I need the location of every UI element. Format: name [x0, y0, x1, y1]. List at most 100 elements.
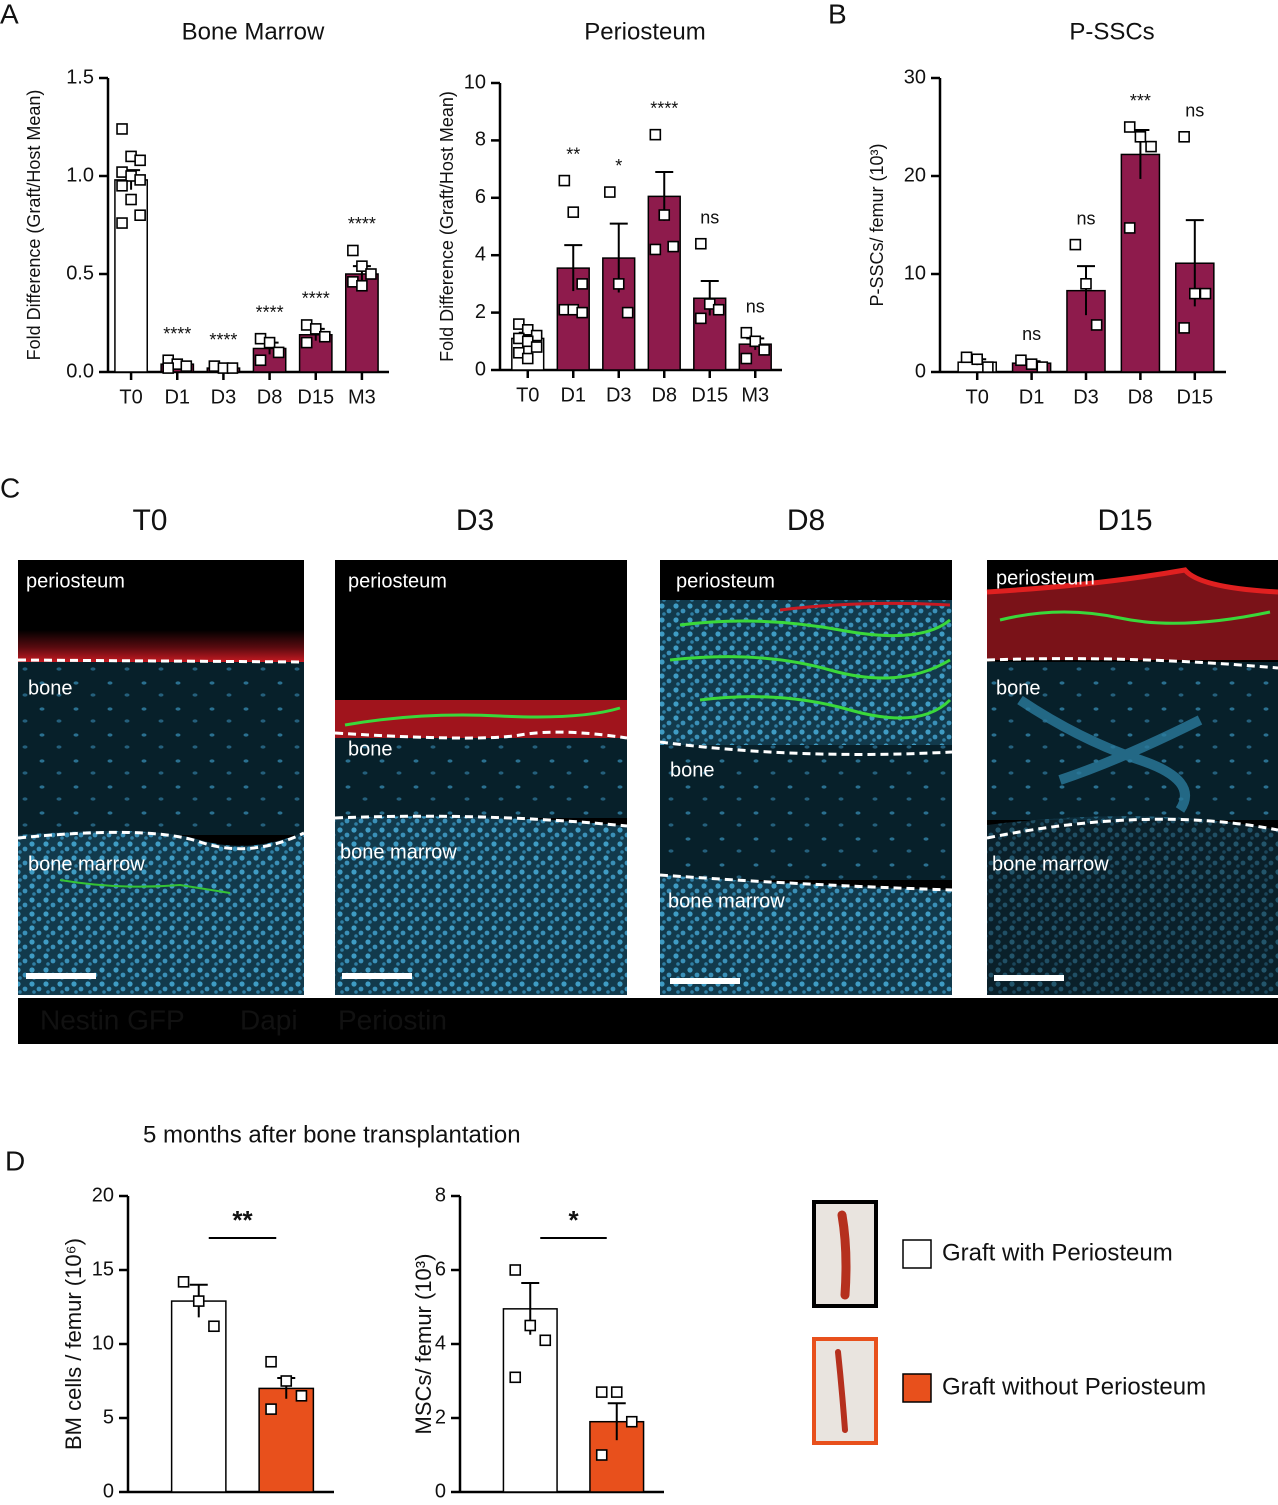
data-point: [208, 1320, 220, 1333]
y-axis-label: P-SSCs/ femur (10³): [867, 143, 887, 306]
y-tick-label: 20: [904, 164, 926, 186]
data-point: [162, 362, 175, 374]
micrograph-title: D3: [456, 504, 494, 537]
data-point: [1189, 287, 1201, 300]
x-tick-label: D3: [211, 386, 237, 408]
data-point: [1015, 354, 1027, 367]
y-tick-label: 0: [475, 358, 486, 380]
chart-title: Bone Marrow: [182, 18, 325, 45]
micrograph-title: D15: [1097, 504, 1152, 537]
x-tick-label: M3: [741, 384, 769, 406]
x-tick-label: T0: [119, 386, 142, 408]
data-point: [1080, 277, 1092, 290]
y-axis-label: Fold Difference (Graft/Host Mean): [24, 90, 44, 361]
data-point: [180, 360, 193, 372]
data-point: [712, 303, 725, 316]
region-label: bone: [996, 677, 1041, 699]
y-axis-label: BM cells / femur (10⁶): [61, 1238, 86, 1450]
x-tick-label: D1: [164, 386, 190, 408]
significance-label: **: [232, 1205, 253, 1235]
significance-label: *: [615, 156, 622, 176]
data-point: [134, 209, 146, 221]
legend-label: Graft without Periosteum: [942, 1373, 1206, 1400]
micrograph-title: T0: [132, 504, 167, 537]
y-axis-label: MSCs/ femur (10³): [411, 1254, 436, 1435]
panel-label: B: [828, 0, 847, 29]
data-point: [116, 217, 128, 229]
y-tick-label: 1.0: [66, 164, 94, 186]
y-tick-label: 4: [435, 1332, 446, 1354]
y-tick-label: 15: [92, 1258, 114, 1280]
data-point: [1199, 287, 1212, 300]
panel-label: A: [0, 0, 19, 29]
y-tick-label: 8: [435, 1184, 446, 1206]
data-point: [649, 128, 662, 141]
section-title: 5 months after bone transplantation: [143, 1121, 521, 1148]
region-label: bone marrow: [668, 890, 785, 912]
data-point: [1090, 319, 1103, 331]
region-label: bone marrow: [340, 841, 457, 863]
data-point: [982, 361, 994, 373]
data-point: [1069, 238, 1082, 251]
y-tick-label: 10: [92, 1332, 114, 1354]
data-point: [134, 154, 146, 167]
y-tick-label: 10: [464, 71, 486, 93]
data-point: [300, 336, 313, 349]
x-tick-label: M3: [348, 386, 376, 408]
panel-label: D: [5, 1145, 25, 1176]
x-tick-label: D15: [297, 386, 334, 408]
data-point: [356, 260, 368, 272]
significance-label: ****: [209, 330, 237, 350]
chart-title: Periosteum: [584, 18, 705, 45]
data-point: [134, 174, 146, 186]
y-tick-label: 2: [435, 1406, 446, 1428]
data-point: [365, 268, 377, 280]
y-axis-label: Fold Difference (Graft/Host Mean): [437, 91, 457, 362]
y-tick-label: 30: [904, 66, 926, 88]
bar: [114, 179, 148, 373]
micrograph-d15: periosteum bone bone marrow: [986, 560, 1278, 995]
significance-label: ns: [1185, 101, 1204, 121]
data-point: [125, 193, 137, 206]
region-label: bone marrow: [28, 853, 145, 875]
stain-legend-bar: [18, 998, 1278, 1044]
y-tick-label: 8: [475, 129, 486, 151]
bar: [1120, 153, 1161, 373]
significance-label: ****: [348, 214, 376, 234]
significance-label: ****: [302, 289, 330, 309]
y-tick-label: 0: [435, 1480, 446, 1500]
data-point: [295, 1390, 308, 1402]
legend-swatch: [902, 1373, 932, 1403]
data-point: [1178, 131, 1190, 143]
data-point: [749, 335, 762, 348]
x-tick-label: D8: [1128, 386, 1154, 408]
micrograph-d3: periosteum bone bone marrow: [334, 560, 628, 995]
y-tick-label: 5: [103, 1406, 114, 1428]
data-point: [595, 1386, 608, 1398]
data-point: [576, 306, 588, 319]
data-point: [758, 344, 770, 356]
significance-label: ns: [746, 296, 765, 316]
legend-label: Graft with Periosteum: [942, 1239, 1173, 1266]
data-point: [280, 1375, 293, 1387]
significance-label: ****: [650, 98, 678, 118]
data-point: [254, 354, 267, 367]
data-point: [347, 244, 359, 257]
x-tick-label: D8: [651, 384, 677, 406]
x-tick-label: D15: [691, 384, 728, 406]
data-point: [177, 1276, 190, 1288]
data-point: [1025, 358, 1038, 370]
stain-legend-item: Nestin GFP: [40, 1004, 185, 1035]
x-tick-label: T0: [516, 384, 539, 406]
region-label: bone: [348, 738, 393, 760]
data-point: [272, 346, 285, 359]
data-point: [960, 351, 973, 364]
data-point: [567, 206, 580, 218]
data-point: [740, 326, 753, 339]
data-point: [558, 174, 571, 187]
data-point: [1123, 222, 1136, 234]
bar: [170, 1300, 227, 1493]
data-point: [695, 312, 707, 325]
